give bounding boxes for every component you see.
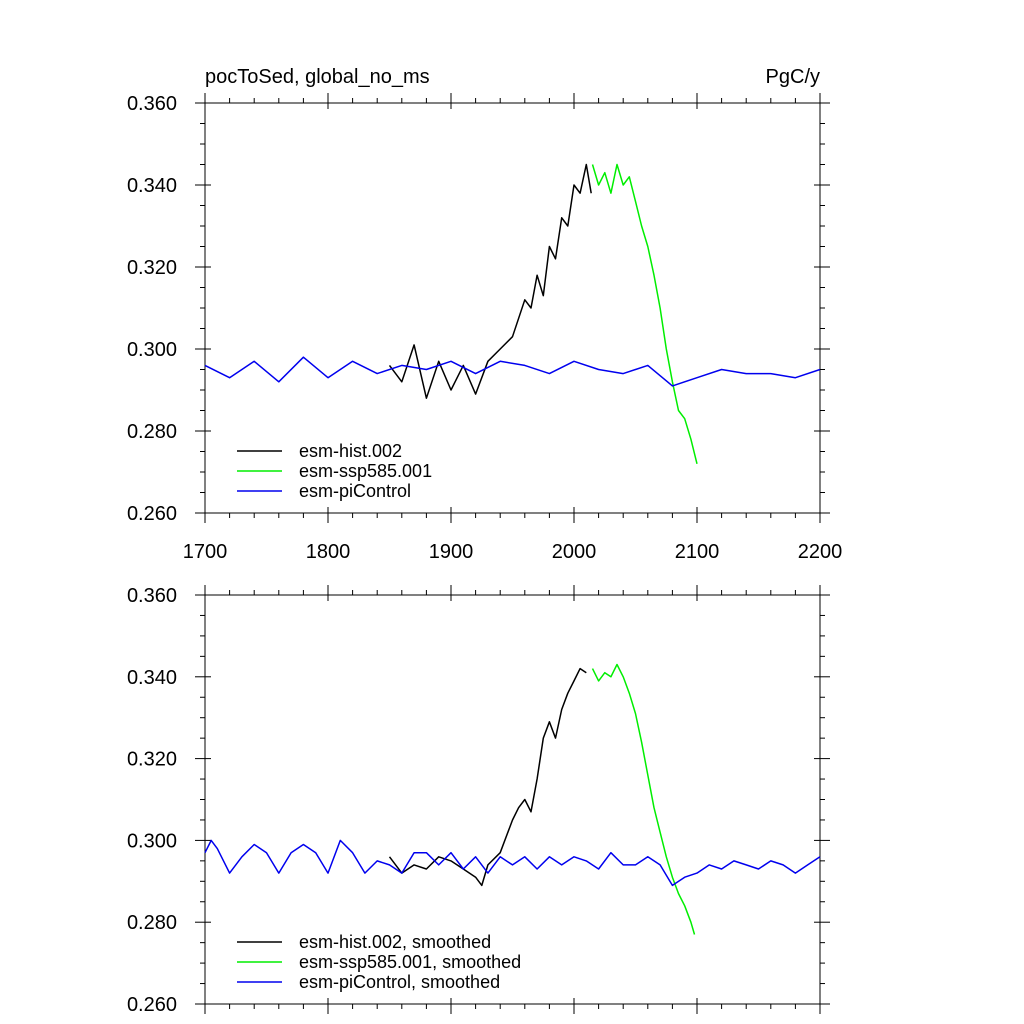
y-tick-label: 0.300 [127, 339, 177, 361]
x-tick-label: 1900 [429, 541, 474, 563]
panel-2: 0.260 0.280 0.300 0.320 0.340 0.360 esm-hist.0… [127, 585, 830, 1016]
y-tick-label: 0.300 [127, 830, 177, 852]
x-tick-label: 2100 [675, 541, 720, 563]
legend-label: esm-hist.002, smoothed [299, 932, 491, 952]
y-tick-label: 0.360 [127, 585, 177, 607]
y-tick-label: 0.320 [127, 749, 177, 771]
chart-title: pocToSed, global_no_ms [205, 66, 430, 88]
y-tick-label: 0.340 [127, 175, 177, 197]
legend-label: esm-hist.002 [299, 441, 402, 461]
series-line-3 [204, 356, 821, 387]
series-line-1 [388, 163, 592, 399]
y-tick-label: 0.320 [127, 257, 177, 279]
y-tick-label: 0.280 [127, 421, 177, 443]
legend-label: esm-piControl [299, 481, 411, 501]
y-tick-label: 0.340 [127, 667, 177, 689]
series-line-3 [204, 839, 821, 887]
legend-label: esm-ssp585.001, smoothed [299, 952, 521, 972]
y-tick-label: 0.360 [127, 93, 177, 115]
series-line-1 [388, 667, 587, 887]
series-line-2 [591, 163, 698, 464]
plot-frame [204, 594, 821, 1005]
x-tick-label: 1700 [183, 541, 228, 563]
y-tick-label: 0.280 [127, 912, 177, 934]
y-tick-label: 0.260 [127, 994, 177, 1016]
legend-label: esm-ssp585.001 [299, 461, 432, 481]
x-tick-label: 2000 [552, 541, 597, 563]
panel-1: 0.260 0.280 0.300 0.320 0.340 0.360 1700 1800 19… [127, 66, 842, 563]
legend-label: esm-piControl, smoothed [299, 972, 500, 992]
plot-frame [204, 102, 821, 514]
series-line-2 [591, 663, 696, 935]
x-tick-label: 2200 [798, 541, 843, 563]
x-tick-label: 1800 [306, 541, 351, 563]
y-tick-label: 0.260 [127, 503, 177, 525]
units-label: PgC/y [766, 66, 820, 88]
